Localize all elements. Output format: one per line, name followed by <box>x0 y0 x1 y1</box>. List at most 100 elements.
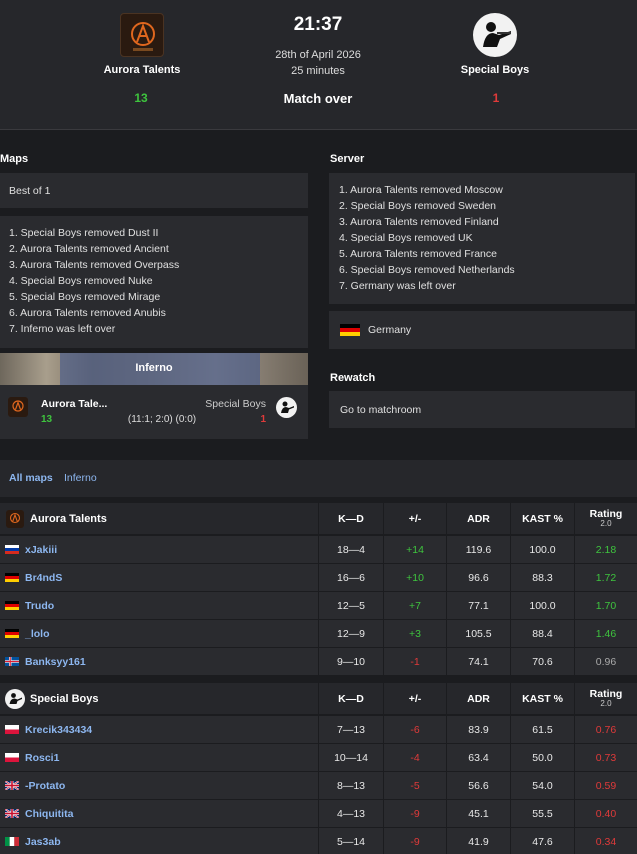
player-cell: -Protato <box>0 772 318 799</box>
list-item: 2. Special Boys removed Sweden <box>339 200 497 212</box>
player-kd: 12—5 <box>318 592 383 619</box>
column-rating-label: Rating <box>589 687 623 700</box>
map-result-team2-score: 1 <box>260 414 266 425</box>
player-kast: 88.4 <box>510 620 574 647</box>
player-name[interactable]: Trudo <box>25 599 55 612</box>
server-selected-box: Germany <box>329 311 635 349</box>
flag-russia-icon <box>5 545 19 554</box>
player-adr: 74.1 <box>446 648 510 675</box>
flag-uk-icon <box>5 809 19 818</box>
player-rating: 1.72 <box>574 564 637 591</box>
player-adr: 41.9 <box>446 828 510 854</box>
matchroom-link[interactable]: Go to matchroom <box>340 404 422 416</box>
column-rating-sub: 2.0 <box>600 518 612 528</box>
column-rating-sub: 2.0 <box>600 698 612 708</box>
list-item: 5. Special Boys removed Mirage <box>9 291 161 303</box>
tab-all-maps[interactable]: All maps <box>9 472 53 484</box>
stats-tabs: All maps Inferno <box>0 460 637 497</box>
column-adr: ADR <box>446 503 510 534</box>
column-plus-minus: +/- <box>383 683 446 714</box>
player-rating: 0.76 <box>574 716 637 743</box>
list-item: 4. Special Boys removed UK <box>339 232 473 244</box>
player-kast: 55.5 <box>510 800 574 827</box>
column-plus-minus: +/- <box>383 503 446 534</box>
player-kast: 47.6 <box>510 828 574 854</box>
player-rating: 0.34 <box>574 828 637 854</box>
map-result-half-scores: (11:1; 2:0) (0:0) <box>127 414 197 425</box>
player-plus-minus: +14 <box>383 536 446 563</box>
player-name[interactable]: Jas3ab <box>25 835 61 848</box>
column-kd: K—D <box>318 503 383 534</box>
map-result-team1-name: Aurora Tale... <box>41 398 108 410</box>
player-name[interactable]: Rosci1 <box>25 751 60 764</box>
player-kd: 18—4 <box>318 536 383 563</box>
player-name[interactable]: Chiquitita <box>25 807 74 820</box>
map-result[interactable]: Aurora Tale... 13 (11:1; 2:0) (0:0) Spec… <box>0 385 308 439</box>
list-item: 1. Special Boys removed Dust II <box>9 227 159 239</box>
player-name[interactable]: Banksyy161 <box>25 655 86 668</box>
team1-logo-icon[interactable] <box>120 13 164 57</box>
server-section-title: Server <box>330 153 365 165</box>
table-row: -Protato 8—13 -5 56.6 54.0 0.59 <box>0 772 637 799</box>
player-kd: 5—14 <box>318 828 383 854</box>
map-banner[interactable]: Inferno <box>0 353 308 385</box>
player-name[interactable]: xJakiii <box>25 543 58 556</box>
list-item: 2. Aurora Talents removed Ancient <box>9 243 169 255</box>
flag-italy-icon <box>5 837 19 846</box>
match-date: 28th of April 2026 <box>275 49 361 61</box>
tab-inferno[interactable]: Inferno <box>64 472 97 484</box>
player-cell: Trudo <box>0 592 318 619</box>
match-header: Aurora Talents 13 21:37 28th of April 20… <box>0 0 637 130</box>
player-rating: 0.40 <box>574 800 637 827</box>
player-kd: 9—10 <box>318 648 383 675</box>
map-result-team2-name: Special Boys <box>205 398 266 410</box>
player-rating: 0.59 <box>574 772 637 799</box>
player-plus-minus: -1 <box>383 648 446 675</box>
server-selected-name: Germany <box>368 324 412 336</box>
column-kast: KAST % <box>510 503 574 534</box>
player-kd: 7—13 <box>318 716 383 743</box>
match-status: Match over <box>283 91 353 106</box>
team2-small-logo-icon <box>276 397 297 418</box>
list-item: 6. Special Boys removed Netherlands <box>339 264 515 276</box>
player-plus-minus: -4 <box>383 744 446 771</box>
player-kast: 100.0 <box>510 536 574 563</box>
maps-veto-box: 1. Special Boys removed Dust II 2. Auror… <box>0 216 308 348</box>
column-kast: KAST % <box>510 683 574 714</box>
player-adr: 96.6 <box>446 564 510 591</box>
player-adr: 56.6 <box>446 772 510 799</box>
team1-name[interactable]: Aurora Talents <box>103 64 181 76</box>
column-rating: Rating 2.0 <box>574 503 637 534</box>
flag-iceland-icon <box>5 657 19 666</box>
player-cell: Banksyy161 <box>0 648 318 675</box>
player-kast: 61.5 <box>510 716 574 743</box>
player-plus-minus: -5 <box>383 772 446 799</box>
flag-germany-icon <box>5 573 19 582</box>
flag-poland-icon <box>5 753 19 762</box>
player-name[interactable]: _lolo <box>25 627 50 640</box>
player-plus-minus: +10 <box>383 564 446 591</box>
player-name[interactable]: Krecik343434 <box>25 723 93 736</box>
player-plus-minus: -9 <box>383 800 446 827</box>
column-adr: ADR <box>446 683 510 714</box>
player-rating: 1.70 <box>574 592 637 619</box>
team1-table-name-cell: Aurora Talents <box>0 503 318 534</box>
table-row: Br4ndS 16—6 +10 96.6 88.3 1.72 <box>0 564 637 591</box>
list-item: 1. Aurora Talents removed Moscow <box>339 184 503 196</box>
rewatch-box[interactable]: Go to matchroom <box>329 391 635 428</box>
player-kast: 54.0 <box>510 772 574 799</box>
player-cell: Krecik343434 <box>0 716 318 743</box>
player-plus-minus: -9 <box>383 828 446 854</box>
table-row: Chiquitita 4—13 -9 45.1 55.5 0.40 <box>0 800 637 827</box>
table-row: xJakiii 18—4 +14 119.6 100.0 2.18 <box>0 536 637 563</box>
player-kd: 10—14 <box>318 744 383 771</box>
player-plus-minus: +7 <box>383 592 446 619</box>
team2-name[interactable]: Special Boys <box>460 64 530 76</box>
column-kd: K—D <box>318 683 383 714</box>
map-banner-overlay <box>60 353 260 385</box>
player-name[interactable]: -Protato <box>25 779 66 792</box>
player-name[interactable]: Br4ndS <box>25 571 63 584</box>
team2-logo-icon[interactable] <box>473 13 517 57</box>
team2-stats-table: Special Boys K—D +/- ADR KAST % Rating 2.… <box>0 683 637 854</box>
flag-uk-icon <box>5 781 19 790</box>
